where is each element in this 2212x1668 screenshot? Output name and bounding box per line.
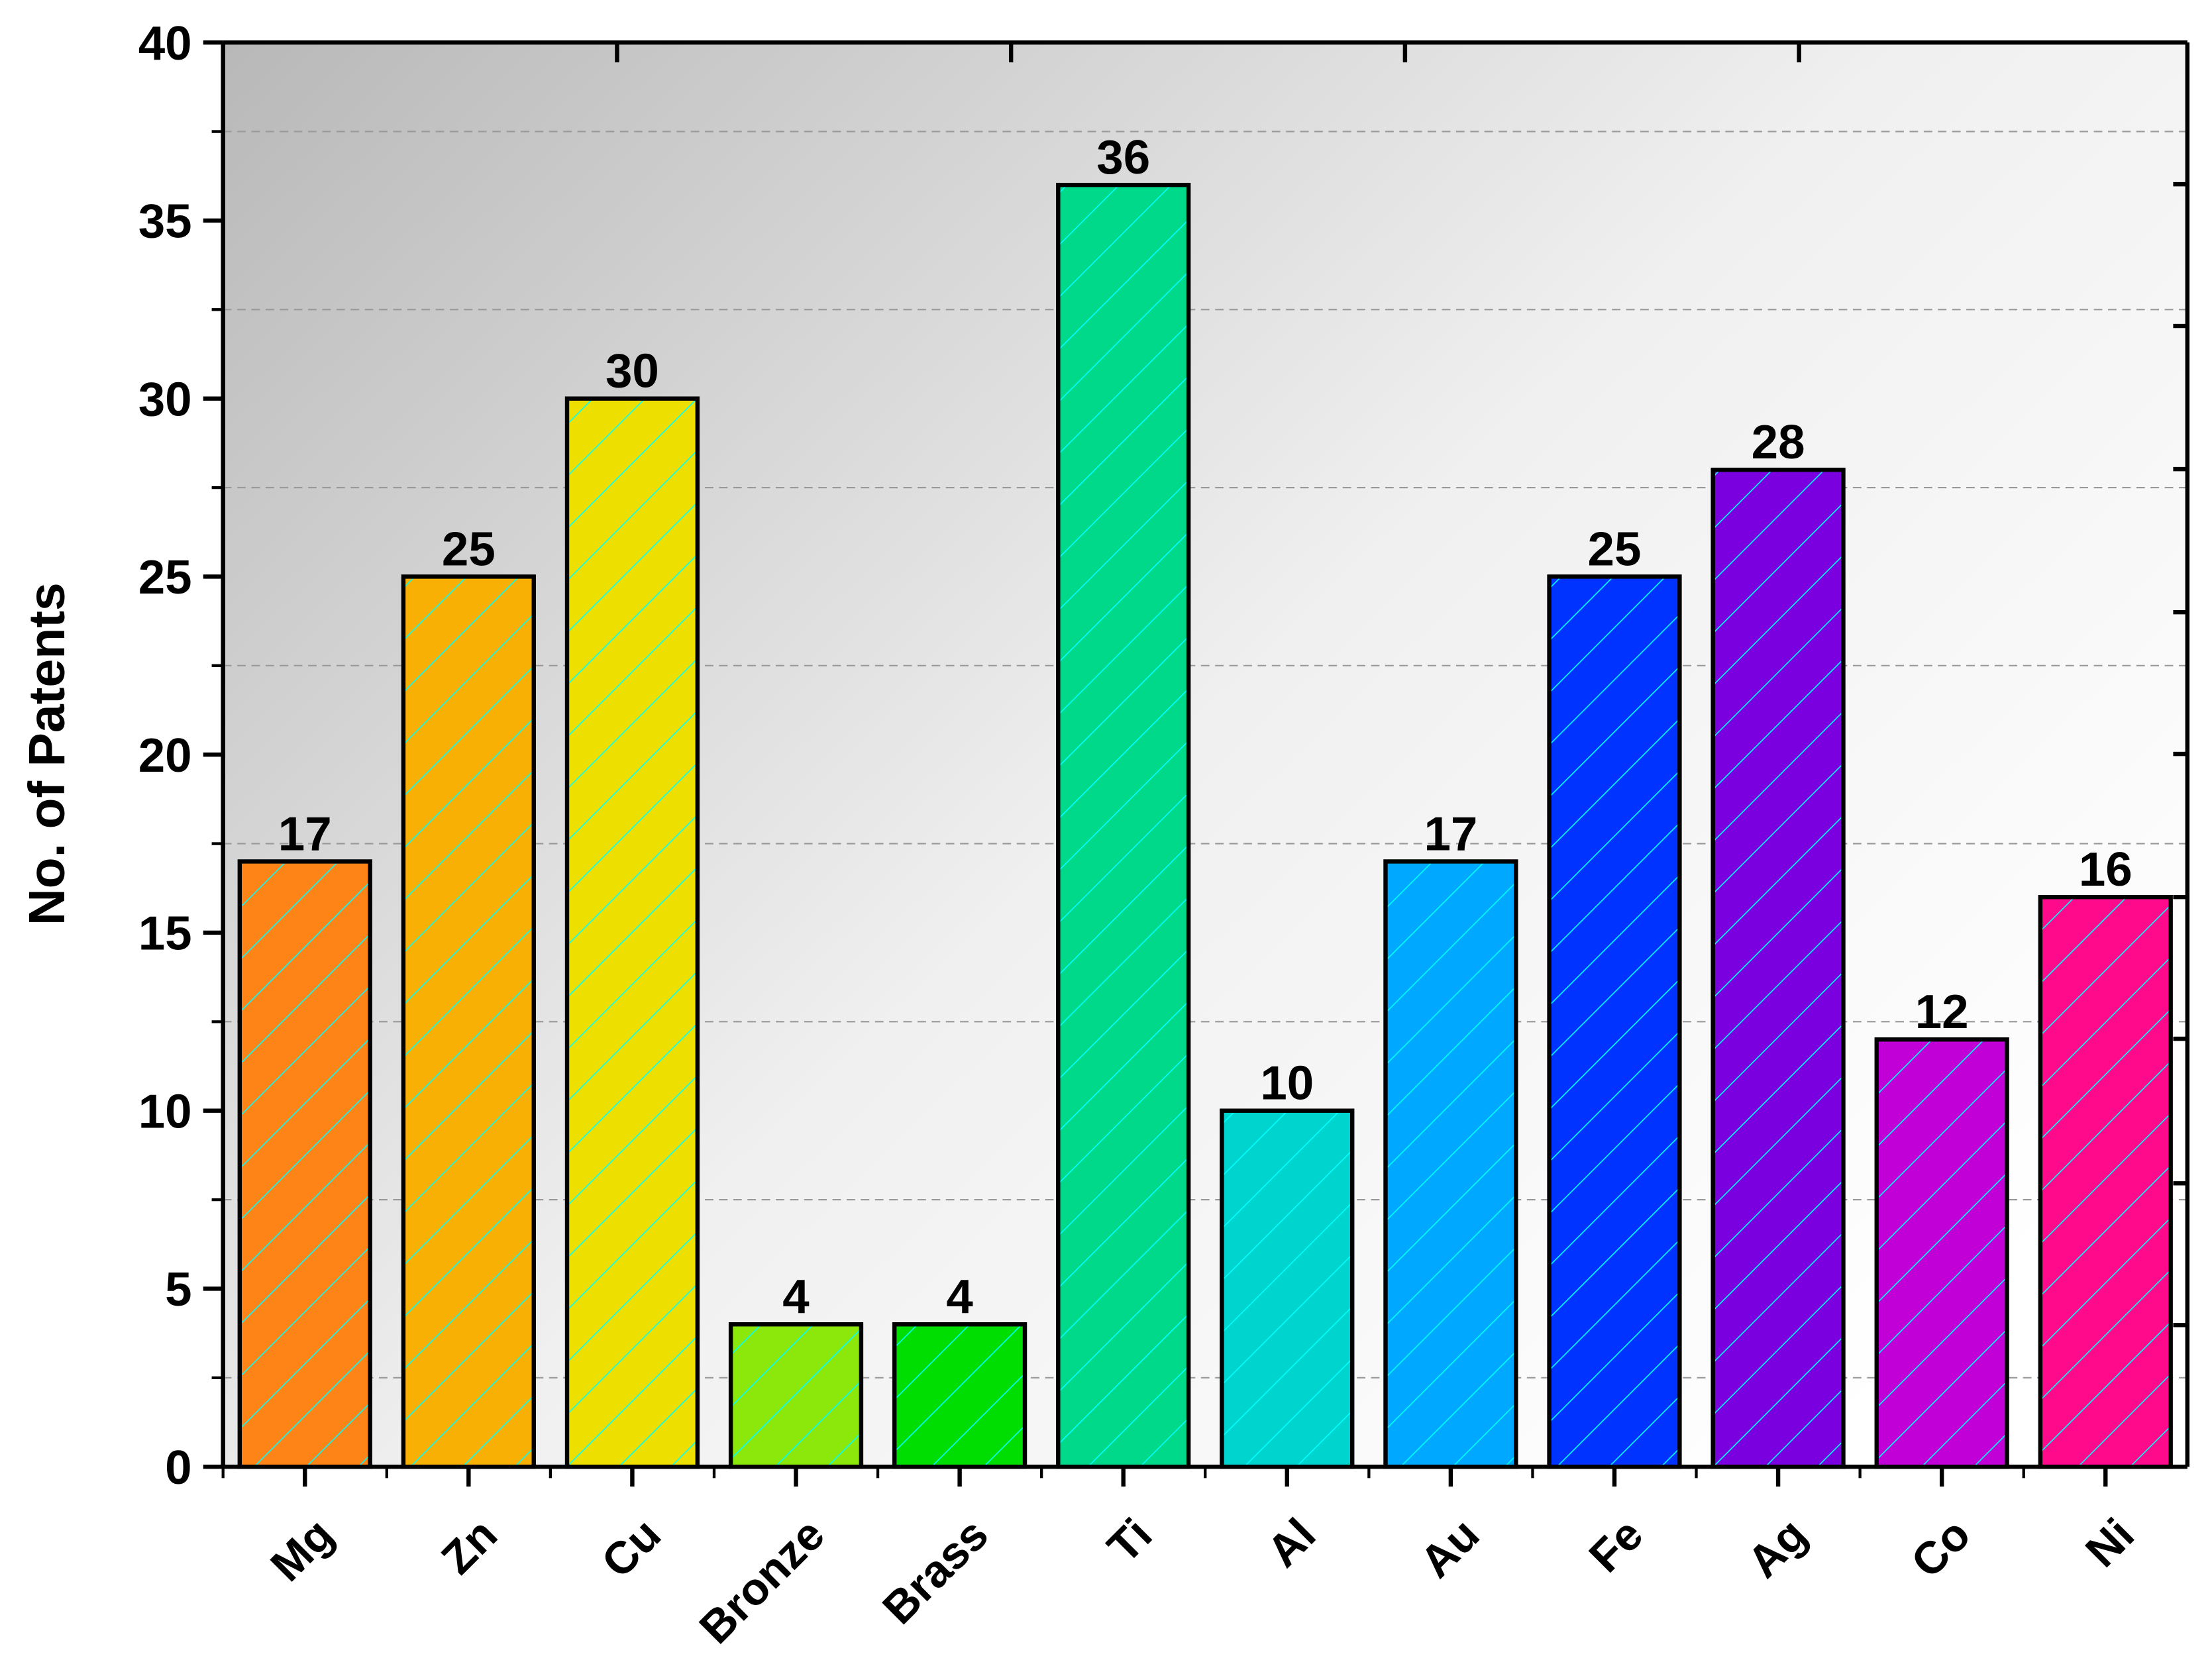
data-label-ag: 28 [1752, 415, 1805, 469]
x-tick-label-fe: Fe [1579, 1508, 1653, 1582]
bar-hatch-fe [1547, 574, 1682, 1469]
y-tick-label: 30 [138, 372, 192, 426]
data-label-co: 12 [1915, 985, 1969, 1039]
bar-hatch-brass [892, 1322, 1027, 1469]
x-tick-label-ag: Ag [1738, 1508, 1817, 1587]
plot-background [223, 42, 2187, 1467]
y-tick-label: 15 [138, 907, 192, 961]
x-tick-label-ti: Ti [1098, 1508, 1162, 1573]
bar-hatch-mg [237, 859, 372, 1469]
data-label-zn: 25 [442, 522, 496, 576]
grid-lines [223, 130, 2187, 1379]
bar-hatch-ti [1056, 182, 1191, 1469]
y-tick-label: 35 [138, 195, 192, 248]
axes [203, 40, 2190, 1487]
y-axis-label: No. of Patents [19, 582, 76, 925]
x-tick-label-bronze: Bronze [690, 1508, 834, 1653]
data-label-mg: 17 [278, 807, 332, 860]
y-tick-label: 0 [165, 1441, 191, 1494]
data-label-brass: 4 [946, 1270, 973, 1324]
x-tick-label-brass: Brass [872, 1508, 998, 1634]
data-label-bronze: 4 [782, 1270, 810, 1324]
bar-hatch-ag [1711, 467, 1846, 1469]
y-tick-label: 25 [138, 550, 192, 604]
y-tick-label: 5 [165, 1263, 191, 1316]
x-tick-label-al: Al [1257, 1508, 1326, 1577]
x-tick-label-au: Au [1410, 1508, 1489, 1587]
bars [237, 182, 2173, 1469]
data-label-al: 10 [1260, 1057, 1314, 1110]
bar-hatch-al [1220, 1108, 1355, 1469]
bar-hatch-zn [401, 574, 536, 1469]
x-tick-label-co: Co [1901, 1508, 1980, 1587]
bar-hatch-au [1383, 859, 1518, 1469]
bar-hatch-ni [2038, 894, 2173, 1469]
data-label-fe: 25 [1588, 522, 1642, 576]
data-label-ti: 36 [1096, 130, 1150, 184]
data-label-au: 17 [1424, 807, 1477, 860]
bar-hatch-bronze [728, 1322, 864, 1469]
x-tick-label-mg: Mg [261, 1508, 343, 1590]
data-label-ni: 16 [2079, 843, 2133, 896]
x-tick-label-zn: Zn [431, 1508, 507, 1584]
x-tick-label-ni: Ni [2076, 1508, 2144, 1577]
y-tick-label: 20 [138, 729, 192, 782]
x-tick-label-cu: Cu [592, 1508, 670, 1587]
data-label-cu: 30 [606, 344, 659, 398]
y-tick-label: 40 [138, 17, 192, 70]
bar-hatch-co [1874, 1037, 2009, 1469]
bar-hatch-cu [564, 396, 700, 1469]
y-tick-label: 10 [138, 1084, 192, 1138]
